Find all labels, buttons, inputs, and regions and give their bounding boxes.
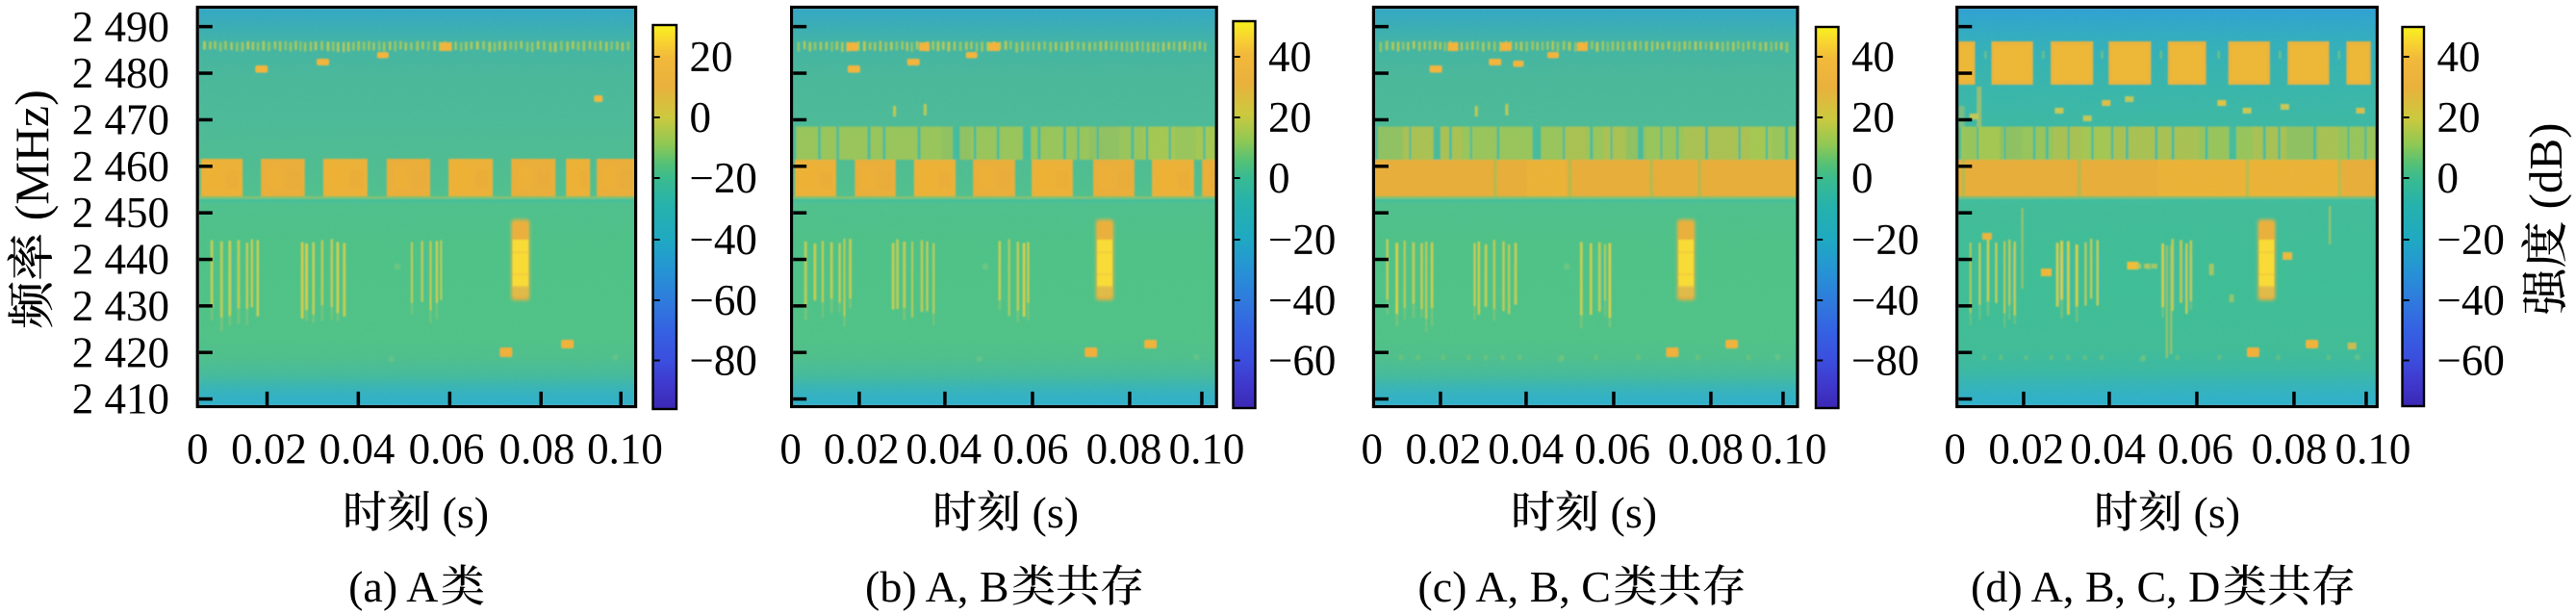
svg-text:0: 0	[1851, 154, 1874, 202]
svg-text:0.08: 0.08	[1086, 425, 1162, 474]
svg-text:2 440: 2 440	[72, 236, 169, 284]
svg-text:0.04: 0.04	[319, 425, 395, 474]
svg-text:0.06: 0.06	[1574, 425, 1650, 474]
svg-text:(a) A: (a) A	[348, 562, 438, 611]
svg-text:−60: −60	[690, 276, 757, 324]
svg-text:40: 40	[1851, 33, 1895, 81]
svg-text:2 420: 2 420	[72, 328, 169, 376]
svg-text:0: 0	[2437, 154, 2460, 202]
svg-text:0.04: 0.04	[905, 425, 982, 474]
svg-text:2 490: 2 490	[72, 3, 169, 51]
svg-text:−40: −40	[2437, 276, 2505, 324]
svg-text:2 470: 2 470	[72, 96, 169, 144]
svg-text:20: 20	[1851, 93, 1895, 141]
svg-text:20: 20	[2437, 93, 2481, 141]
svg-text:0.04: 0.04	[1488, 425, 1564, 474]
svg-text:0.06: 0.06	[993, 425, 1069, 474]
svg-text:0.04: 0.04	[2070, 425, 2146, 474]
svg-text:0: 0	[1268, 154, 1290, 202]
svg-text:(dB): (dB)	[2519, 122, 2572, 209]
svg-text:0: 0	[1361, 425, 1383, 474]
svg-text:0.10: 0.10	[587, 425, 663, 474]
svg-text:−40: −40	[1268, 276, 1336, 324]
svg-text:−20: −20	[1268, 216, 1336, 264]
svg-text:−20: −20	[1851, 216, 1919, 264]
svg-text:40: 40	[2437, 33, 2481, 81]
svg-text:2 450: 2 450	[72, 189, 169, 237]
svg-text:−20: −20	[690, 154, 757, 202]
svg-text:−40: −40	[690, 216, 757, 264]
svg-text:0: 0	[779, 425, 802, 474]
svg-text:2 480: 2 480	[72, 49, 169, 97]
svg-text:2 410: 2 410	[72, 375, 169, 423]
svg-text:0.02: 0.02	[824, 425, 900, 474]
svg-text:−20: −20	[2437, 216, 2505, 264]
svg-text:−60: −60	[1268, 337, 1336, 385]
svg-text:(s): (s)	[1611, 488, 1658, 537]
svg-text:2 430: 2 430	[72, 282, 169, 330]
svg-text:0.08: 0.08	[2252, 425, 2328, 474]
svg-text:(s): (s)	[1033, 488, 1080, 537]
svg-text:20: 20	[1268, 93, 1312, 141]
svg-text:0.08: 0.08	[1668, 425, 1744, 474]
svg-text:(s): (s)	[443, 488, 490, 537]
svg-text:0: 0	[690, 93, 712, 141]
svg-text:−40: −40	[1851, 276, 1919, 324]
svg-text:0.08: 0.08	[499, 425, 575, 474]
svg-text:−60: −60	[2437, 337, 2505, 385]
svg-text:0.06: 0.06	[2157, 425, 2233, 474]
svg-text:−80: −80	[690, 337, 757, 385]
svg-text:0: 0	[187, 425, 209, 474]
svg-text:0.02: 0.02	[1406, 425, 1482, 474]
svg-text:−80: −80	[1851, 337, 1919, 385]
svg-text:0.02: 0.02	[231, 425, 307, 474]
svg-text:0.06: 0.06	[409, 425, 485, 474]
svg-text:0: 0	[1944, 425, 1966, 474]
svg-text:(d) A, B, C, D: (d) A, B, C, D	[1971, 562, 2220, 611]
svg-text:(s): (s)	[2194, 488, 2241, 537]
svg-text:0.10: 0.10	[1751, 425, 1827, 474]
svg-text:(MHz): (MHz)	[5, 90, 59, 220]
svg-text:0.10: 0.10	[1169, 425, 1245, 474]
svg-text:2 460: 2 460	[72, 142, 169, 191]
svg-text:0.10: 0.10	[2335, 425, 2411, 474]
svg-text:40: 40	[1268, 33, 1312, 81]
svg-text:(b) A, B: (b) A, B	[865, 562, 1009, 611]
svg-text:(c) A, B, C: (c) A, B, C	[1417, 562, 1611, 611]
svg-text:20: 20	[690, 33, 733, 81]
svg-text:0.02: 0.02	[1988, 425, 2064, 474]
